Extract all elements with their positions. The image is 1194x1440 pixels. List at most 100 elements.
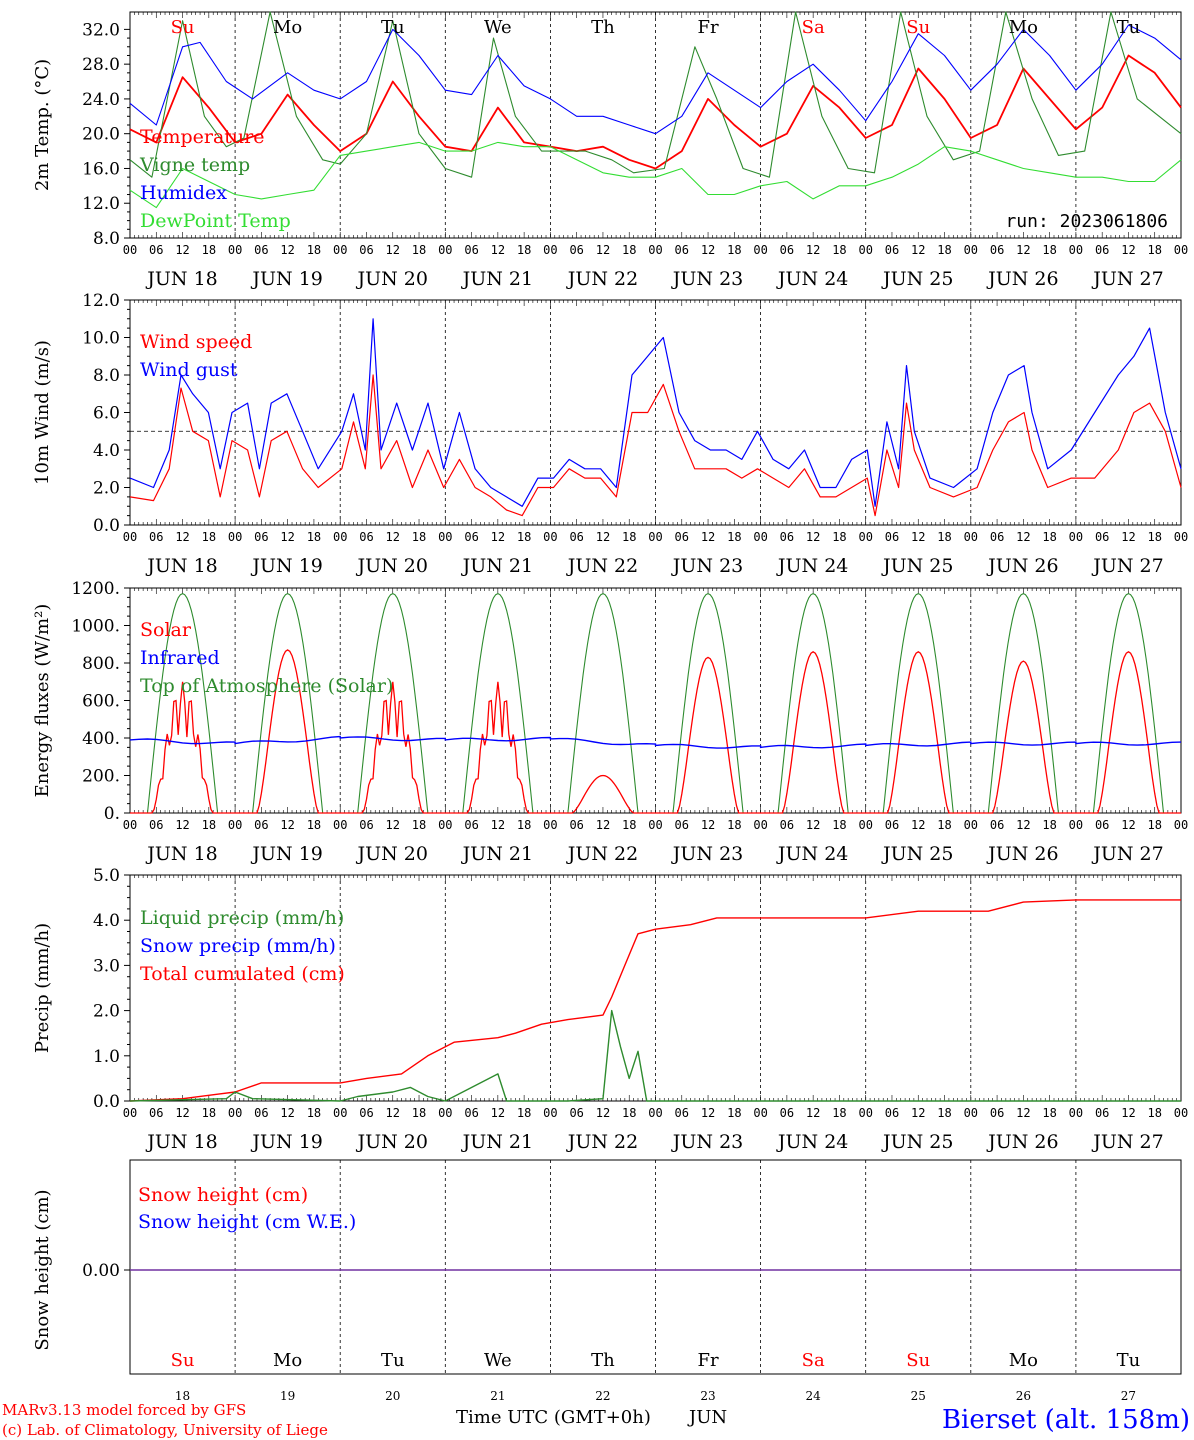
hour-label: 00 — [858, 530, 872, 544]
hour-label: 12 — [1121, 818, 1135, 832]
hour-label: 12 — [280, 530, 294, 544]
hour-label: 06 — [885, 818, 899, 832]
month-label: JUN — [687, 1407, 727, 1428]
station-label: Bierset (alt. 158m) — [942, 1405, 1190, 1435]
y-tick-label: 4.0 — [93, 911, 120, 931]
hour-label: 18 — [1042, 243, 1056, 257]
date-label: JUN 19 — [250, 555, 322, 577]
hour-label: 06 — [675, 818, 689, 832]
weekday-label: Tu — [1117, 1350, 1141, 1371]
hour-label: 18 — [517, 1106, 531, 1120]
date-label: JUN 27 — [1091, 555, 1163, 577]
date-label: JUN 20 — [356, 268, 428, 290]
date-label: JUN 21 — [461, 1131, 533, 1153]
y-tick-label: 12.0 — [82, 194, 120, 214]
hour-label: 12 — [386, 530, 400, 544]
series-wind-speed — [129, 374, 1182, 517]
weekday-label: We — [484, 1350, 512, 1371]
hour-label: 18 — [517, 818, 531, 832]
x-axis-title: Time UTC (GMT+0h) — [456, 1407, 651, 1428]
hour-label: 12 — [1016, 530, 1030, 544]
hour-label: 18 — [832, 243, 846, 257]
hour-label: 18 — [202, 243, 216, 257]
hour-label: 12 — [491, 818, 505, 832]
date-label: JUN 23 — [671, 268, 743, 290]
hour-label: 12 — [491, 530, 505, 544]
hour-label: 18 — [727, 818, 741, 832]
hour-label: 00 — [964, 1106, 978, 1120]
hour-label: 06 — [359, 243, 373, 257]
weekday-label: Su — [906, 1350, 930, 1371]
hour-label: 00 — [228, 818, 242, 832]
hour-label: 12 — [1016, 818, 1030, 832]
date-label: JUN 24 — [776, 555, 848, 577]
hour-label: 06 — [149, 530, 163, 544]
legend-entry: Snow precip (mm/h) — [140, 935, 336, 957]
hour-label: 06 — [990, 530, 1004, 544]
y-tick-label: 2.0 — [93, 479, 120, 499]
series-humidex — [129, 24, 1182, 135]
legend-entry: Vigne temp — [139, 154, 250, 176]
y-tick-label: 28.0 — [82, 55, 120, 75]
legend-entry: Total cumulated (cm) — [140, 963, 345, 985]
y-tick-label: 8.0 — [93, 229, 120, 249]
hour-label: 06 — [780, 818, 794, 832]
hour-label: 06 — [149, 818, 163, 832]
hour-label: 18 — [412, 1106, 426, 1120]
date-label: JUN 21 — [461, 843, 533, 865]
hour-label: 12 — [491, 1106, 505, 1120]
y-tick-label: 400. — [82, 729, 120, 749]
legend-entry: Infrared — [140, 647, 220, 669]
hour-label: 06 — [780, 1106, 794, 1120]
y-tick-label: 200. — [82, 767, 120, 787]
hour-label: 00 — [1174, 530, 1188, 544]
run-label: run: 2023061806 — [1005, 211, 1168, 232]
hour-label: 18 — [727, 530, 741, 544]
y-tick-label: 1000. — [71, 617, 120, 637]
hour-label: 00 — [1069, 530, 1083, 544]
y-tick-label: 800. — [82, 654, 120, 674]
hour-label: 18 — [1147, 818, 1161, 832]
series-temperature — [129, 54, 1182, 170]
bottom-day-number: 21 — [490, 1389, 505, 1403]
hour-label: 00 — [753, 1106, 767, 1120]
hour-label: 18 — [307, 1106, 321, 1120]
hour-label: 18 — [832, 1106, 846, 1120]
hour-label: 06 — [254, 530, 268, 544]
hour-label: 18 — [1147, 530, 1161, 544]
hour-label: 00 — [1174, 818, 1188, 832]
hour-label: 12 — [596, 530, 610, 544]
hour-label: 00 — [964, 530, 978, 544]
y-tick-label: 0.0 — [93, 516, 120, 536]
date-label: JUN 25 — [881, 1131, 953, 1153]
hour-label: 18 — [1042, 530, 1056, 544]
hour-label: 06 — [359, 1106, 373, 1120]
date-label: JUN 20 — [356, 555, 428, 577]
hour-label: 12 — [280, 1106, 294, 1120]
hour-label: 12 — [806, 530, 820, 544]
hour-label: 18 — [937, 1106, 951, 1120]
date-label: JUN 26 — [986, 555, 1058, 577]
hour-label: 18 — [517, 243, 531, 257]
hour-label: 00 — [438, 818, 452, 832]
y-tick-label: 32.0 — [82, 20, 120, 40]
weekday-label: Fr — [698, 17, 719, 38]
hour-label: 18 — [937, 243, 951, 257]
hour-label: 06 — [149, 243, 163, 257]
hour-label: 18 — [307, 530, 321, 544]
date-label: JUN 27 — [1091, 843, 1163, 865]
hour-label: 06 — [780, 243, 794, 257]
hour-label: 12 — [701, 243, 715, 257]
hour-label: 06 — [254, 818, 268, 832]
hour-label: 18 — [1042, 818, 1056, 832]
hour-label: 18 — [622, 1106, 636, 1120]
date-label: JUN 24 — [776, 268, 848, 290]
legend-entry: Snow height (cm W.E.) — [138, 1211, 356, 1233]
y-tick-label: 1.0 — [93, 1047, 120, 1067]
hour-label: 00 — [648, 1106, 662, 1120]
y-tick-label: 24.0 — [82, 90, 120, 110]
hour-label: 12 — [911, 243, 925, 257]
legend-entry: Snow height (cm) — [138, 1184, 308, 1206]
series-infrared — [129, 735, 1182, 749]
hour-label: 00 — [1174, 243, 1188, 257]
